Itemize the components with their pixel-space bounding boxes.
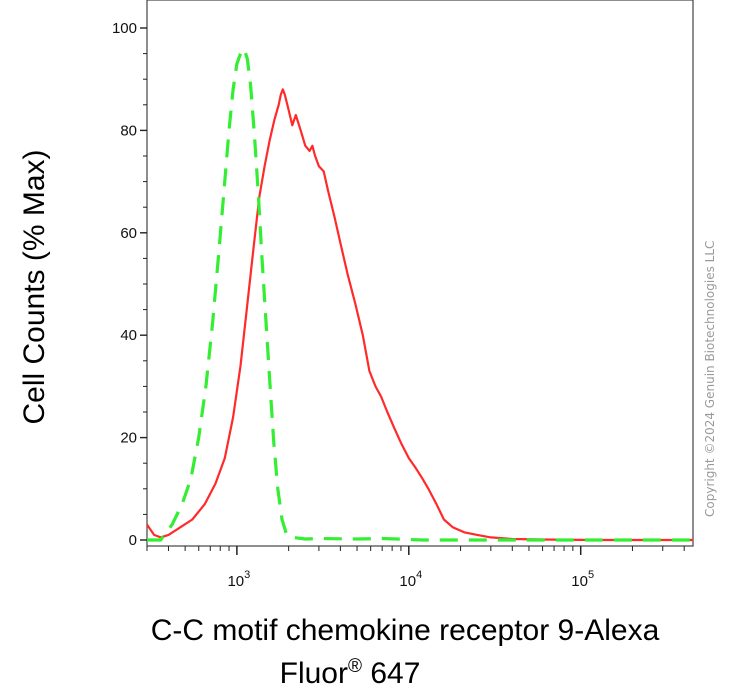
x-tick-label-base: 10 — [227, 573, 244, 590]
x-tick-label: 103 — [227, 569, 250, 590]
series-line-1 — [146, 88, 693, 542]
y-tick-label: 40 — [120, 327, 137, 344]
y-tick-label: 60 — [120, 225, 137, 242]
x-tick-label-exponent: 5 — [588, 569, 594, 581]
x-tick-label: 105 — [571, 569, 594, 590]
x-tick-label-exponent: 4 — [416, 569, 422, 581]
x-axis-label-sub-suffix: 647 — [362, 657, 420, 690]
y-axis-ticks: 0 20 40 60 80 100 — [112, 20, 147, 549]
x-axis-ticks: 103 104 105 — [146, 546, 685, 590]
x-tick-label-base: 10 — [571, 573, 588, 590]
x-axis-label-sub: Fluor® 647 — [280, 656, 421, 690]
x-tick-label-base: 10 — [399, 573, 416, 590]
x-tick-label: 104 — [399, 569, 422, 590]
series-line-2 — [147, 46, 693, 542]
y-tick-label: 80 — [120, 122, 137, 139]
y-tick-label: 0 — [129, 532, 137, 549]
series-layer — [146, 46, 693, 542]
x-tick-label-exponent: 3 — [244, 569, 250, 581]
copyright-text: Copyright ©2024 Genuin Biotechnologies L… — [703, 241, 717, 517]
x-axis-label-main: C-C motif chemokine receptor 9-Alexa — [151, 614, 660, 647]
x-axis-label-sub-prefix: Fluor — [280, 657, 348, 690]
y-tick-label: 100 — [112, 20, 137, 37]
registered-mark: ® — [348, 656, 362, 677]
plot-frame — [146, 0, 694, 547]
y-tick-label: 20 — [120, 430, 137, 447]
y-axis-label: Cell Counts (% Max) — [18, 149, 51, 424]
